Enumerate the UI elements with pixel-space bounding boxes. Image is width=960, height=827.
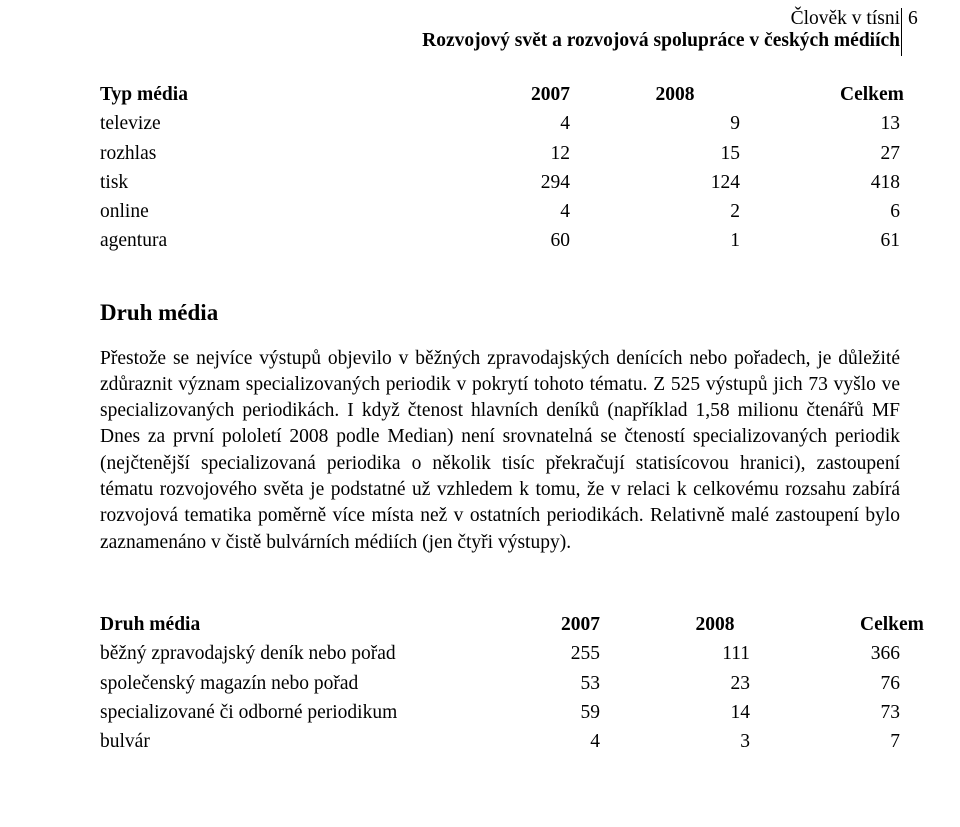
page-number-value: 6 [908,8,918,30]
cell-celkem: 27 [740,139,900,168]
cell-2007: 4 [450,727,600,756]
cell-2007: 294 [400,168,570,197]
cell-label: bulvár [100,727,450,756]
col-celkem: Celkem [760,80,960,109]
col-celkem: Celkem [790,610,960,639]
table-row: agentura 60 1 61 [100,226,900,255]
table-row: tisk 294 124 418 [100,168,900,197]
cell-label: tisk [100,168,400,197]
cell-2007: 4 [400,109,570,138]
col-2008: 2008 [570,80,760,109]
table-header-row: Druh média 2007 2008 Celkem [100,610,900,639]
cell-label: online [100,197,400,226]
running-header: 6 Člověk v tísni Rozvojový svět a rozvoj… [100,8,930,52]
cell-celkem: 7 [750,727,900,756]
table-row: bulvár 4 3 7 [100,727,900,756]
table-druh-media: Druh média 2007 2008 Celkem běžný zpravo… [100,610,900,756]
table-typ-media: Typ média 2007 2008 Celkem televize 4 9 … [100,80,900,256]
cell-label: televize [100,109,400,138]
cell-label: specializované či odborné periodikum [100,698,450,727]
cell-2007: 12 [400,139,570,168]
cell-label: běžný zpravodajský deník nebo pořad [100,639,450,668]
table-row: společenský magazín nebo pořad 53 23 76 [100,669,900,698]
table-row: online 4 2 6 [100,197,900,226]
table-row: televize 4 9 13 [100,109,900,138]
cell-label: rozhlas [100,139,400,168]
cell-celkem: 73 [750,698,900,727]
body-paragraph: Přestože se nejvíce výstupů objevilo v b… [100,346,900,557]
cell-label: agentura [100,226,400,255]
page-number: 6 [901,8,930,56]
section-heading: Druh média [100,300,900,326]
cell-celkem: 366 [750,639,900,668]
col-2007: 2007 [450,610,600,639]
page: 6 Člověk v tísni Rozvojový svět a rozvoj… [0,0,960,827]
table-header-row: Typ média 2007 2008 Celkem [100,80,900,109]
cell-2008: 2 [570,197,740,226]
table-row: rozhlas 12 15 27 [100,139,900,168]
cell-2008: 15 [570,139,740,168]
cell-2008: 9 [570,109,740,138]
cell-2007: 255 [450,639,600,668]
col-label: Druh média [100,610,450,639]
table-row: běžný zpravodajský deník nebo pořad 255 … [100,639,900,668]
header-title: Rozvojový svět a rozvojová spolupráce v … [100,30,930,52]
cell-celkem: 418 [740,168,900,197]
cell-celkem: 13 [740,109,900,138]
cell-2007: 59 [450,698,600,727]
cell-2008: 111 [600,639,750,668]
cell-2007: 4 [400,197,570,226]
cell-2008: 1 [570,226,740,255]
col-2008: 2008 [600,610,790,639]
cell-2008: 124 [570,168,740,197]
cell-label: společenský magazín nebo pořad [100,669,450,698]
col-2007: 2007 [400,80,570,109]
col-label: Typ média [100,80,400,109]
cell-celkem: 6 [740,197,900,226]
table-row: specializované či odborné periodikum 59 … [100,698,900,727]
cell-2008: 23 [600,669,750,698]
cell-2007: 60 [400,226,570,255]
cell-2007: 53 [450,669,600,698]
cell-2008: 3 [600,727,750,756]
cell-celkem: 76 [750,669,900,698]
cell-celkem: 61 [740,226,900,255]
cell-2008: 14 [600,698,750,727]
